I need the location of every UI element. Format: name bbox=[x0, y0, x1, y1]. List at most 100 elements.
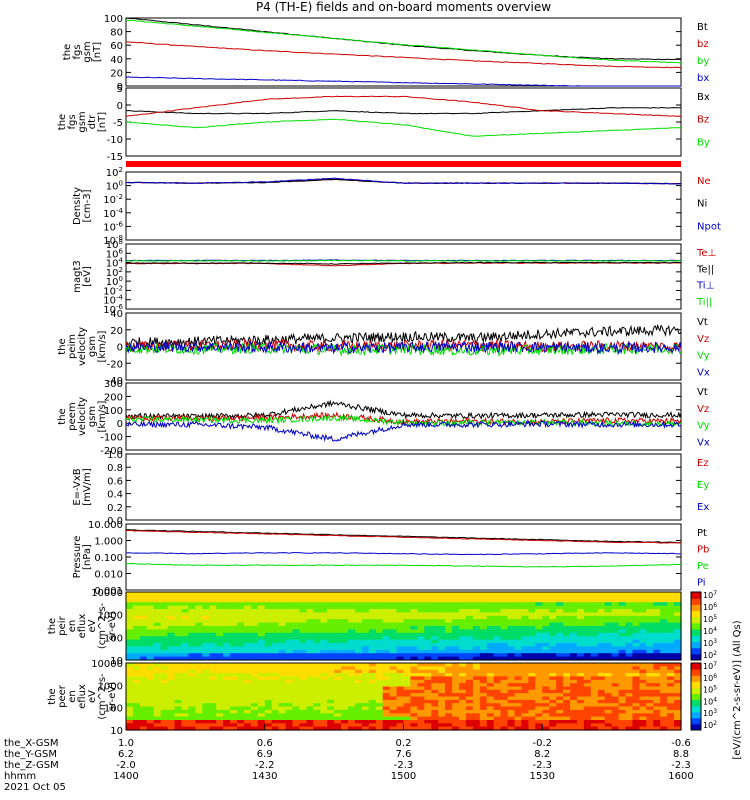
spectrogram-cell bbox=[167, 699, 176, 704]
spectrogram-cell bbox=[153, 703, 162, 708]
legend-Te||: Te|| bbox=[696, 264, 714, 275]
spectrogram-cell bbox=[424, 636, 432, 641]
spectrogram-cell bbox=[479, 699, 488, 704]
spectrogram-cell bbox=[257, 598, 266, 603]
spectrogram-cell bbox=[278, 726, 287, 731]
spectrogram-cell bbox=[375, 686, 384, 691]
spectrogram-cell bbox=[271, 592, 280, 596]
spectrogram-cell bbox=[570, 609, 578, 613]
spectrogram-cell bbox=[535, 609, 543, 613]
spectrogram-cell bbox=[410, 699, 418, 704]
spectrogram-cell bbox=[465, 632, 474, 637]
spectrogram-cell bbox=[306, 683, 314, 688]
legend-Vt: Vt bbox=[697, 317, 708, 328]
spectrogram-cell bbox=[257, 669, 266, 674]
spectrogram-cell bbox=[126, 696, 134, 701]
spectrogram-cell bbox=[368, 693, 377, 698]
spectrogram-cell bbox=[396, 646, 405, 651]
spectrogram-cell bbox=[132, 716, 141, 721]
spectrogram-cell bbox=[528, 689, 536, 694]
spectrogram-cell bbox=[292, 609, 300, 613]
spectrogram-cell bbox=[493, 686, 502, 691]
spectrogram-cell bbox=[410, 716, 418, 721]
spectrogram-cell bbox=[181, 679, 189, 684]
spectrogram-cell bbox=[646, 598, 654, 603]
spectrogram-cell bbox=[368, 629, 377, 634]
y-axis-label: eV bbox=[87, 690, 98, 703]
spectrogram-cell bbox=[667, 622, 675, 627]
spectrogram-cell bbox=[396, 723, 405, 728]
spectrogram-cell bbox=[465, 716, 474, 721]
spectrogram-cell bbox=[445, 592, 453, 596]
spectrogram-cell bbox=[493, 643, 502, 647]
spectrogram-cell bbox=[639, 636, 647, 641]
spectrogram-cell bbox=[188, 619, 196, 624]
spectrogram-cell bbox=[167, 720, 176, 724]
spectrogram-cell bbox=[306, 656, 314, 661]
spectrogram-cell bbox=[368, 646, 377, 651]
spectrogram-cell bbox=[472, 636, 481, 641]
spectrogram-cell bbox=[126, 723, 134, 728]
spectrogram-cell bbox=[292, 646, 300, 651]
spectrogram-cell bbox=[452, 679, 460, 684]
spectrogram-cell bbox=[570, 619, 578, 624]
spectrogram-cell bbox=[216, 669, 224, 674]
spectrogram-cell bbox=[146, 622, 155, 627]
spectrogram-cell bbox=[618, 598, 627, 603]
spectrogram-cell bbox=[257, 666, 266, 671]
spectrogram-cell bbox=[299, 696, 307, 701]
spectrogram-cell bbox=[459, 632, 467, 637]
spectrogram-cell bbox=[417, 696, 425, 701]
spectrogram-cell bbox=[542, 622, 550, 627]
spectrogram-cell bbox=[237, 713, 245, 718]
spectrogram-cell bbox=[521, 653, 529, 658]
spectrogram-cell bbox=[674, 726, 682, 731]
spectrogram-cell bbox=[583, 676, 592, 681]
spectrogram-cell bbox=[320, 686, 328, 691]
spectrogram-cell bbox=[153, 709, 162, 714]
spectrogram-cell bbox=[465, 676, 474, 681]
spectrogram-cell bbox=[597, 598, 606, 603]
spectrogram-cell bbox=[667, 639, 675, 644]
spectrogram-cell bbox=[223, 595, 231, 600]
spectrogram-cell bbox=[181, 676, 189, 681]
spectrogram-cell bbox=[146, 676, 155, 681]
spectrogram-cell bbox=[445, 679, 453, 684]
spectrogram-cell bbox=[576, 636, 585, 641]
spectrogram-cell bbox=[452, 716, 460, 721]
spectrogram-cell bbox=[604, 602, 613, 607]
spectrogram-cell bbox=[479, 683, 488, 688]
spectrogram-cell bbox=[604, 649, 613, 654]
spectrogram-cell bbox=[452, 622, 460, 627]
spectrogram-cell bbox=[556, 683, 564, 688]
y-tick-label: -5 bbox=[113, 118, 123, 129]
spectrogram-cell bbox=[237, 605, 245, 610]
spectrogram-cell bbox=[264, 683, 273, 688]
y-tick-label: 1.0 bbox=[107, 450, 123, 461]
spectrogram-cell bbox=[126, 666, 134, 671]
spectrogram-cell bbox=[417, 693, 425, 698]
spectrogram-cell bbox=[250, 706, 259, 711]
spectrogram-cell bbox=[348, 713, 356, 718]
spectrogram-cell bbox=[403, 706, 411, 711]
spectrogram-cell bbox=[452, 693, 460, 698]
spectrogram-cell bbox=[535, 649, 543, 654]
spectrogram-cell bbox=[597, 602, 606, 607]
spectrogram-cell bbox=[549, 646, 557, 651]
spectrogram-cell bbox=[139, 693, 148, 698]
spectrogram-cell bbox=[153, 686, 162, 691]
spectrogram-cell bbox=[493, 706, 502, 711]
spectrogram-cell bbox=[535, 709, 543, 714]
spectrogram-cell bbox=[465, 686, 474, 691]
spectrogram-cell bbox=[542, 679, 550, 684]
spectrogram-cell bbox=[583, 609, 592, 613]
spectrogram-cell bbox=[674, 716, 682, 721]
spectrogram-cell bbox=[202, 609, 210, 613]
spectrogram-cell bbox=[660, 605, 668, 610]
spectrogram-cell bbox=[271, 598, 280, 603]
spectrogram-cell bbox=[618, 706, 627, 711]
spectrogram-cell bbox=[674, 673, 682, 677]
series-Vt bbox=[125, 399, 682, 421]
spectrogram-cell bbox=[250, 626, 259, 630]
